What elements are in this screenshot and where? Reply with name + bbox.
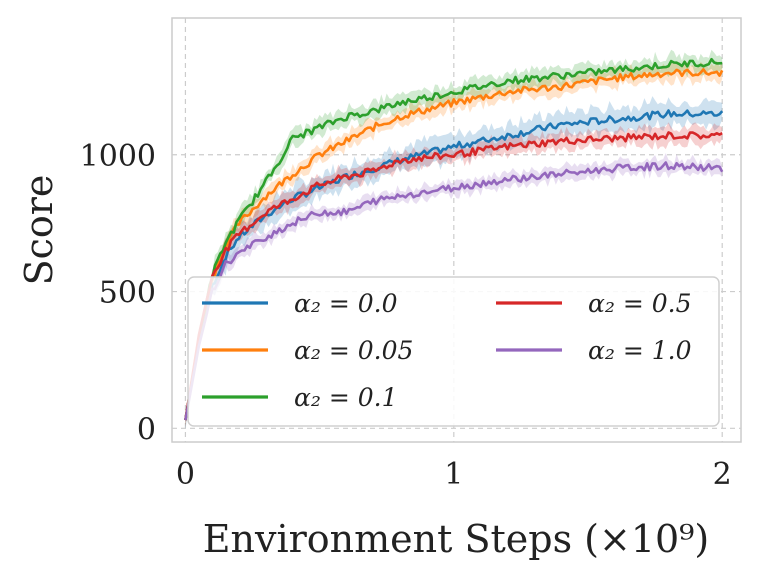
y-tick-label: 1000: [80, 139, 156, 174]
legend-label-2: α₂ = 0.1: [294, 383, 398, 412]
x-axis-label: Environment Steps (×10⁹): [203, 517, 709, 561]
y-tick-label: 500: [99, 276, 156, 311]
series-lines: [184, 57, 724, 421]
y-axis-label: Score: [17, 175, 61, 286]
series-line-4: [184, 161, 724, 421]
y-tick-label: 0: [137, 412, 156, 447]
series-band-0: [185, 96, 723, 429]
x-tick-label: 2: [713, 457, 732, 492]
legend-label-0: α₂ = 0.0: [294, 289, 398, 318]
x-tick-label: 0: [176, 457, 195, 492]
series-band-4: [185, 153, 723, 425]
legend: α₂ = 0.0 α₂ = 0.05 α₂ = 0.1 α₂ = 0.5 α₂ = 1.…: [187, 276, 720, 427]
series-bands: [185, 49, 723, 429]
series-line-3: [184, 131, 723, 421]
series-band-1: [185, 60, 723, 426]
legend-label-4: α₂ = 1.0: [588, 336, 692, 365]
tick-labels: 0 1 2 0 500 1000: [80, 139, 732, 492]
x-tick-label: 1: [444, 457, 463, 492]
legend-box: [187, 276, 720, 427]
legend-label-1: α₂ = 0.05: [294, 336, 413, 365]
legend-label-3: α₂ = 0.5: [588, 289, 692, 318]
series-line-2: [184, 57, 723, 421]
series-line-0: [184, 109, 724, 421]
series-line-1: [184, 68, 724, 421]
